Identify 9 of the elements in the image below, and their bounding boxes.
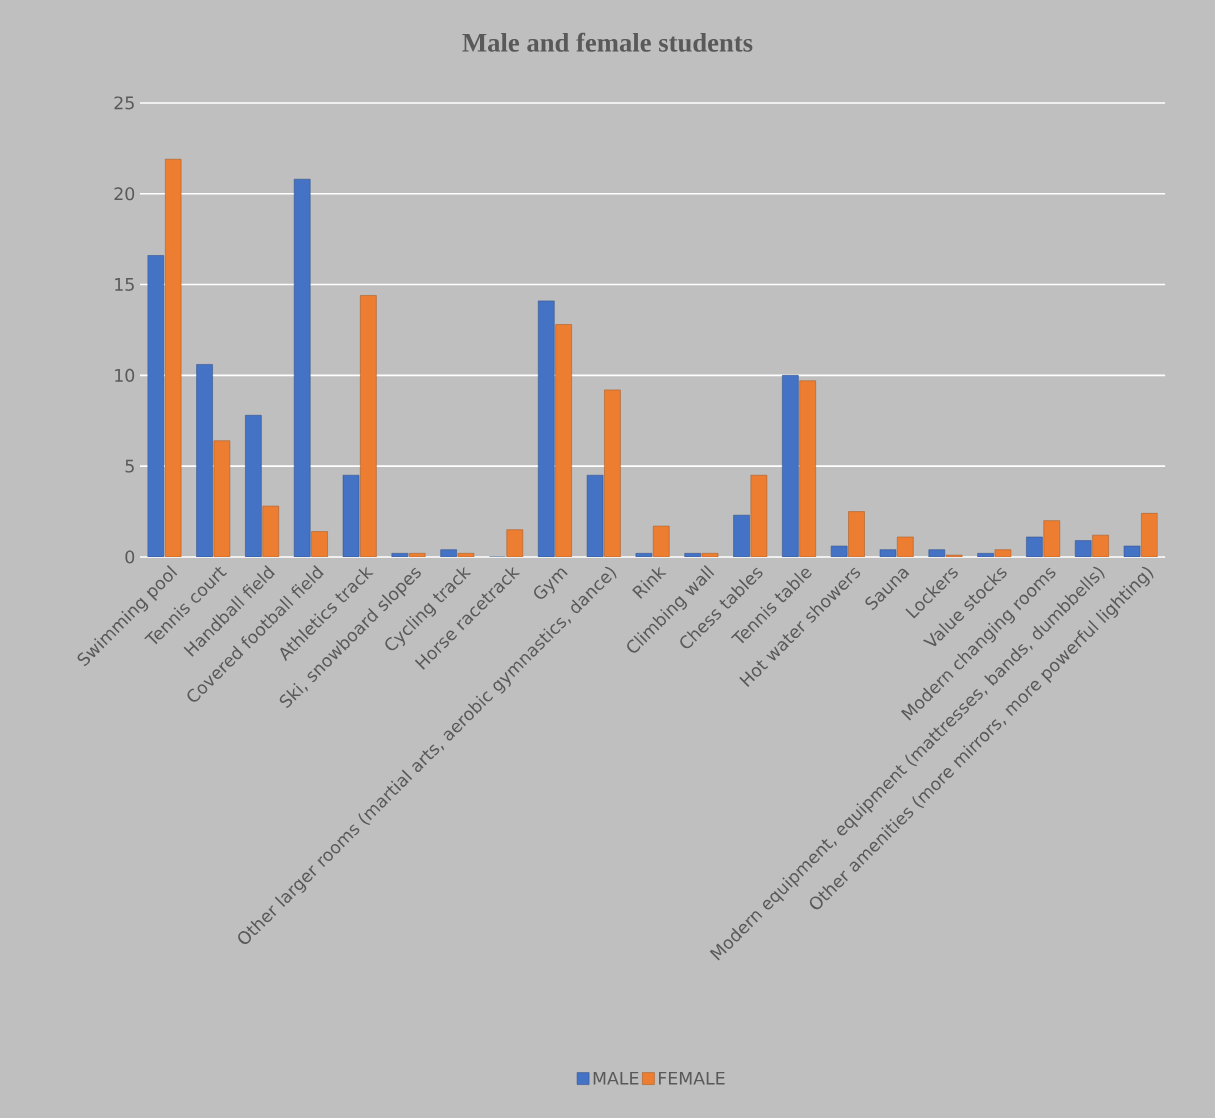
y-tick-label: 0 (125, 550, 135, 564)
legend-label: MALE (593, 1071, 639, 1085)
chart-title: Male and female students (462, 32, 753, 52)
legend-label: FEMALE (659, 1071, 725, 1085)
y-tick-label: 15 (115, 278, 134, 291)
y-tick-label: 10 (115, 368, 135, 382)
y-tick-label: 5 (125, 459, 134, 473)
y-tick-label: 20 (114, 187, 135, 201)
y-tick-label: 25 (114, 96, 134, 110)
